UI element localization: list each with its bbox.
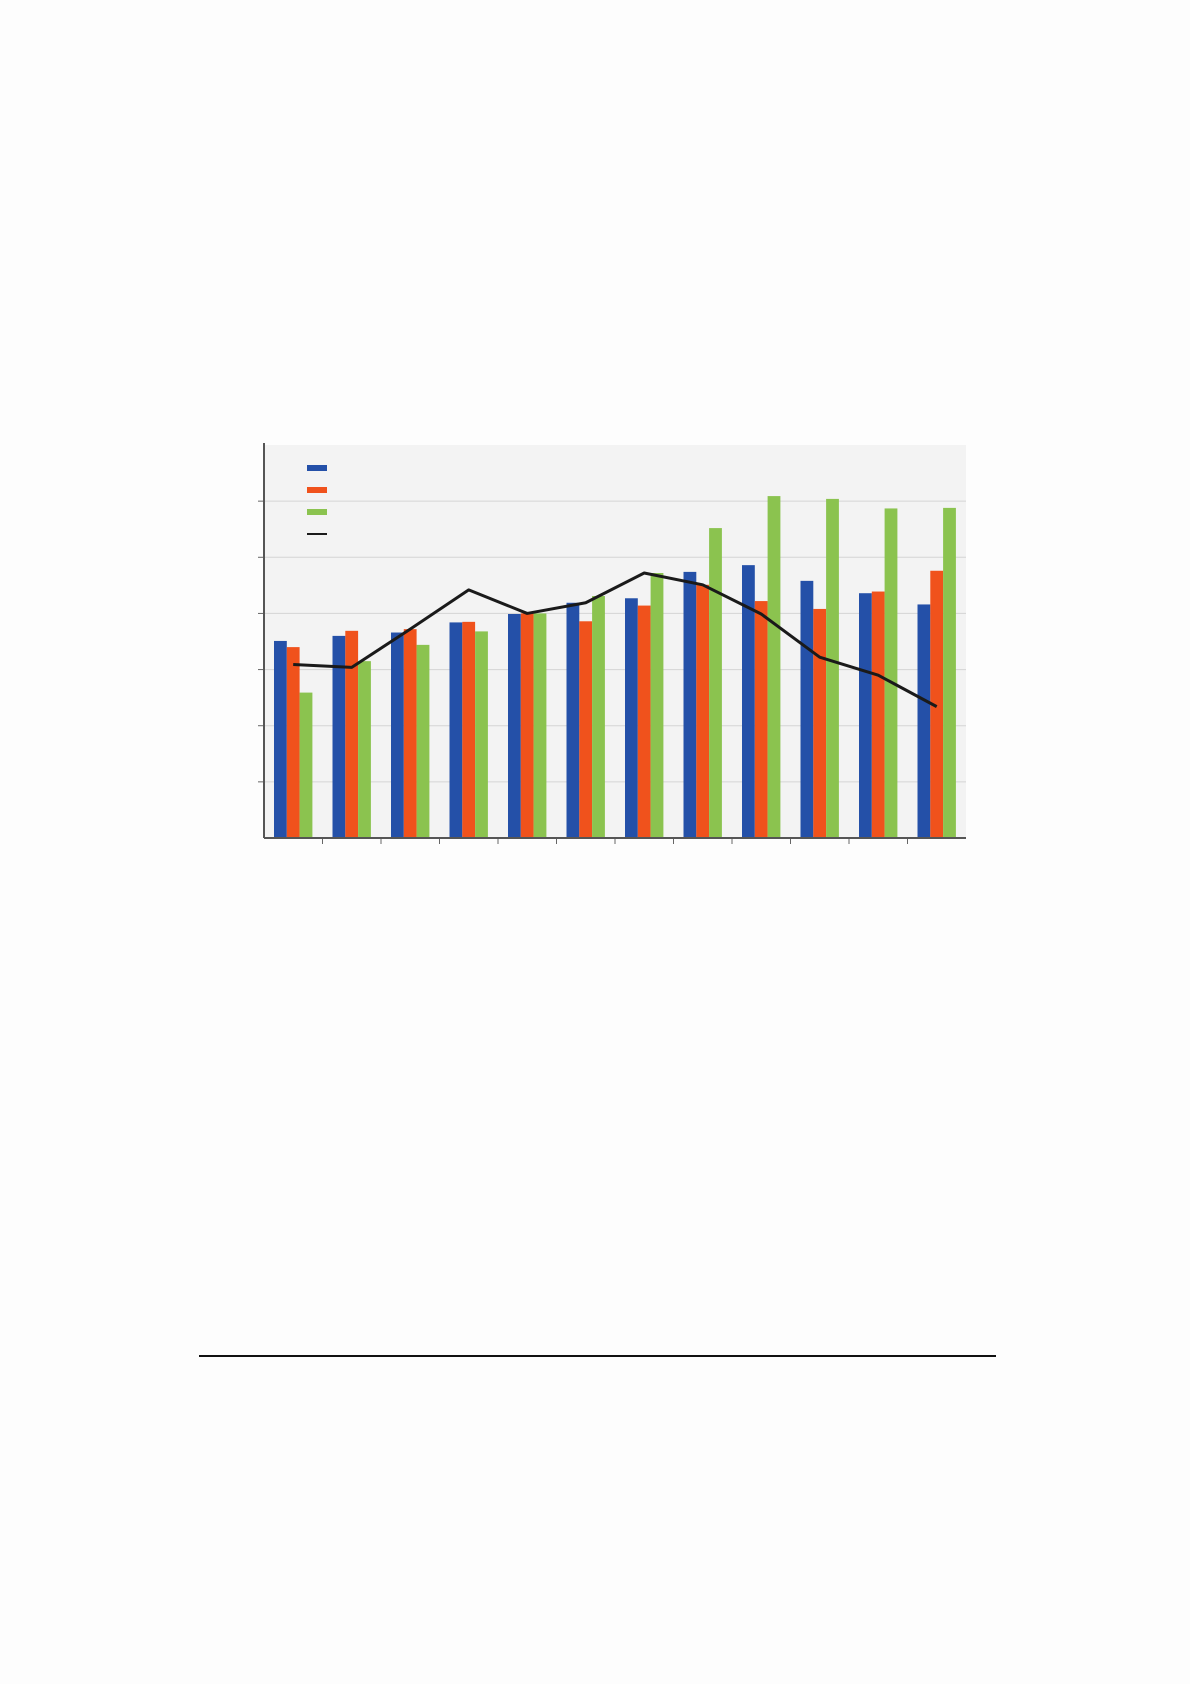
bar-series-2 xyxy=(520,613,534,838)
bar-series-2 xyxy=(579,621,593,838)
bar-series-2 xyxy=(754,601,768,838)
bar-series-1 xyxy=(625,598,638,838)
bar-series-1 xyxy=(508,613,521,838)
bar-series-3 xyxy=(533,613,547,838)
plot-area xyxy=(264,445,966,838)
bar-series-3 xyxy=(358,661,371,838)
bar-series-2 xyxy=(286,647,300,838)
bar-series-3 xyxy=(475,631,488,838)
bar-series-1 xyxy=(566,602,580,838)
bar-series-1 xyxy=(332,635,346,838)
bar-series-1 xyxy=(742,565,755,838)
bar-series-2 xyxy=(403,629,417,838)
bar-series-1 xyxy=(683,571,697,838)
bar-series-3 xyxy=(826,498,839,838)
bar-series-1 xyxy=(449,622,463,838)
footer-divider xyxy=(199,1355,996,1357)
bar-series-2 xyxy=(462,621,476,838)
bar-series-3 xyxy=(650,573,664,838)
bar-series-3 xyxy=(709,528,722,838)
bar-series-2 xyxy=(696,584,710,838)
bar-series-2 xyxy=(930,570,944,838)
bar-series-2 xyxy=(345,630,359,838)
bar-series-2 xyxy=(871,591,885,838)
bar-series-3 xyxy=(767,496,781,838)
bar-series-3 xyxy=(299,692,313,838)
bar-series-2 xyxy=(637,605,651,838)
bar-series-1 xyxy=(800,580,814,838)
bar-series-3 xyxy=(592,596,605,838)
line-series xyxy=(293,571,938,708)
legend-swatch-3 xyxy=(307,509,327,515)
bar-series-2 xyxy=(813,608,827,838)
legend-swatch-1 xyxy=(307,465,327,471)
legend-swatch-2 xyxy=(307,487,327,493)
bar-series-1 xyxy=(917,604,931,838)
bar-series-3 xyxy=(884,508,898,838)
bar-series-1 xyxy=(391,632,404,838)
bar-series-3 xyxy=(943,507,956,838)
bar-series-3 xyxy=(416,644,430,838)
bar-series-1 xyxy=(859,593,872,838)
bar-series-1 xyxy=(274,640,287,838)
